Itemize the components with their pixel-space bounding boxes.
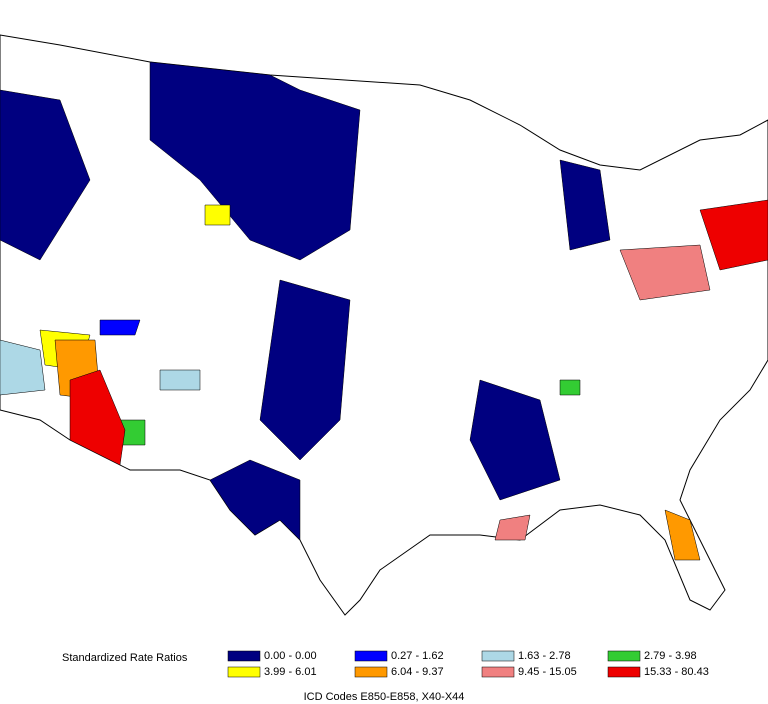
shaded-region: [559, 159, 611, 251]
shaded-region: [0, 339, 46, 396]
shaded-region: [149, 61, 361, 261]
us-county-map: [0, 34, 768, 616]
shaded-region: [204, 204, 231, 226]
legend-label: 3.99 - 6.01: [264, 666, 317, 678]
legend-swatch: [354, 650, 388, 662]
legend-title: Standardized Rate Ratios: [62, 652, 188, 664]
legend-swatch: [481, 650, 515, 662]
legend-swatch: [354, 666, 388, 678]
legend-swatch: [607, 650, 641, 662]
legend: 0.00 - 0.00 0.27 - 1.62 1.63 - 2.78 2.79 - …: [227, 650, 709, 678]
legend-swatch: [227, 666, 261, 678]
legend-label: 15.33 - 80.43: [644, 666, 709, 678]
legend-swatch: [227, 650, 261, 662]
caption: ICD Codes E850-E858, X40-X44: [304, 691, 465, 703]
shaded-region: [0, 89, 91, 261]
shaded-region: [99, 319, 141, 336]
legend-label: 2.79 - 3.98: [644, 650, 697, 662]
shaded-region: [699, 199, 768, 271]
legend-swatch: [481, 666, 515, 678]
shaded-region: [69, 369, 126, 466]
legend-swatch: [607, 666, 641, 678]
legend-label: 0.27 - 1.62: [391, 650, 444, 662]
legend-label: 6.04 - 9.37: [391, 666, 444, 678]
shaded-region: [469, 379, 561, 501]
shaded-region: [664, 509, 701, 561]
shaded-region: [159, 369, 201, 391]
legend-label: 0.00 - 0.00: [264, 650, 317, 662]
shaded-region: [619, 244, 711, 301]
legend-label: 1.63 - 2.78: [518, 650, 571, 662]
shaded-region: [259, 279, 351, 461]
shaded-region: [209, 459, 301, 541]
shaded-region: [559, 379, 581, 396]
shaded-region: [494, 514, 531, 541]
legend-label: 9.45 - 15.05: [518, 666, 577, 678]
